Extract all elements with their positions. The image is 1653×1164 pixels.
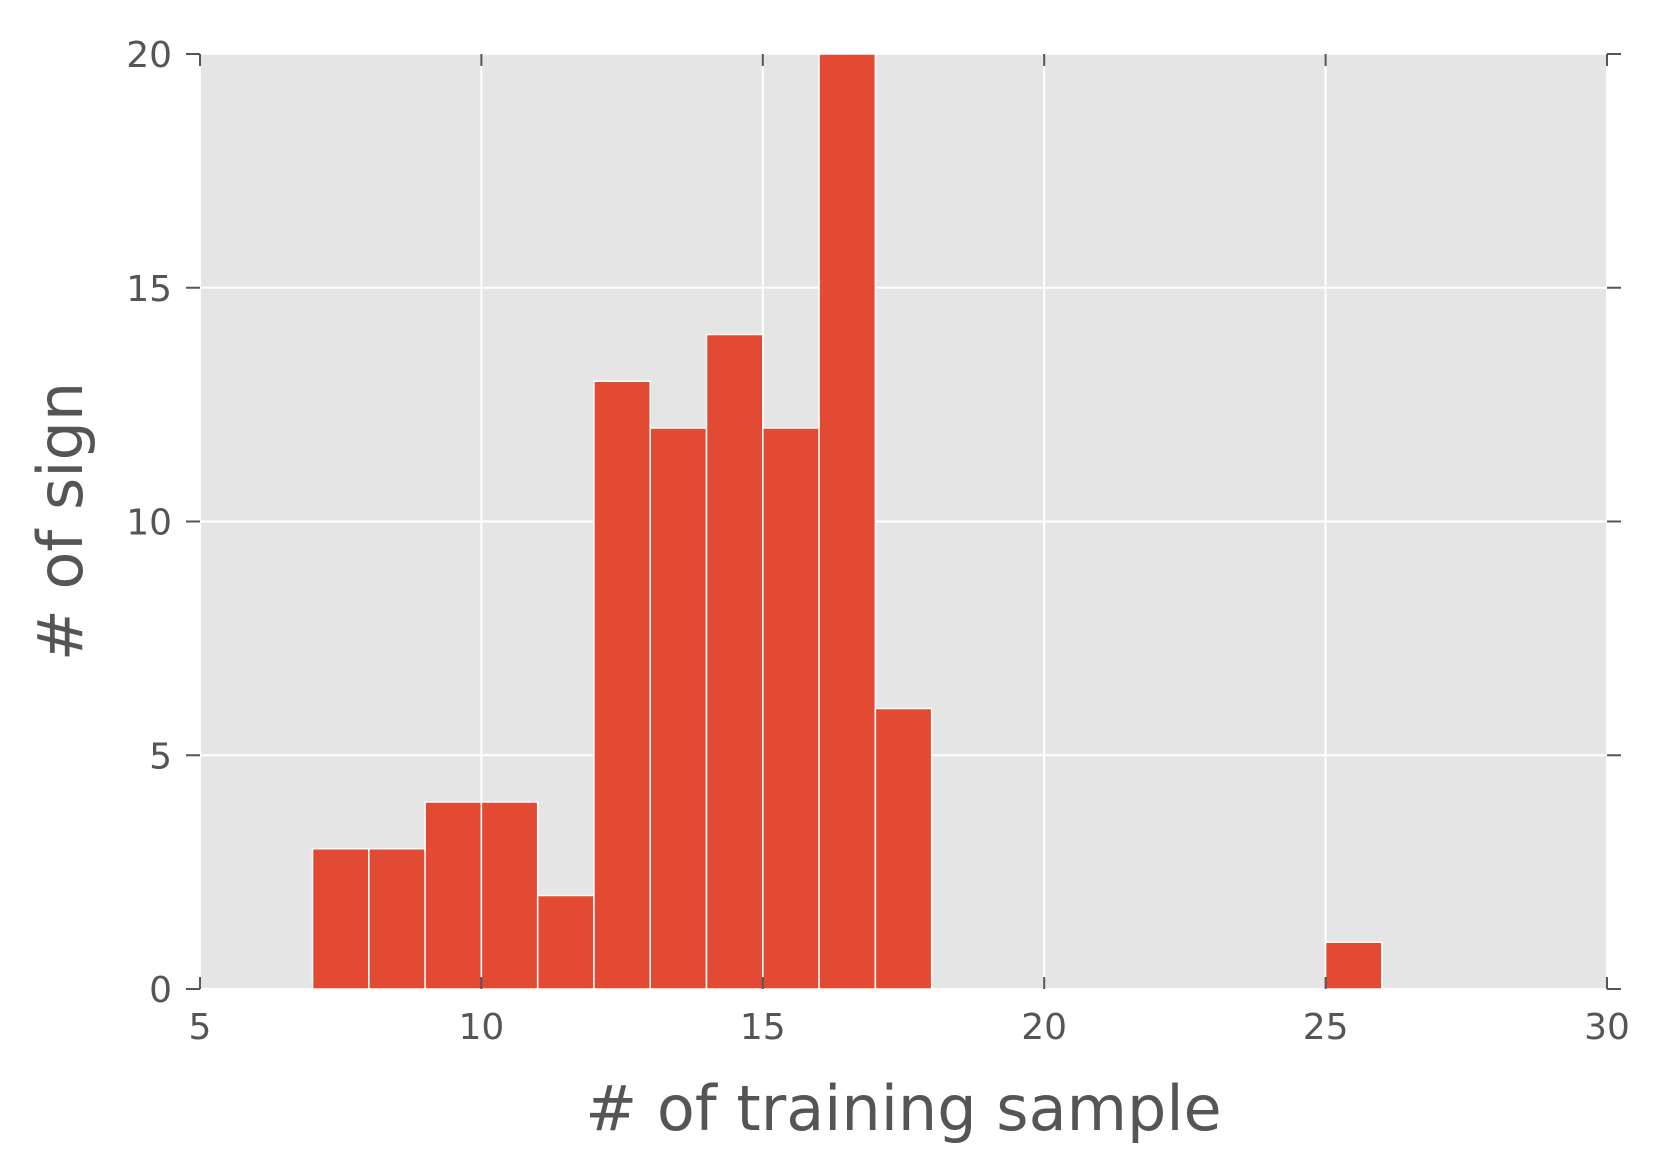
histogram-bar bbox=[649, 427, 708, 990]
histogram-bar bbox=[874, 707, 933, 990]
histogram-bar bbox=[536, 894, 595, 990]
bars bbox=[311, 53, 1383, 990]
x-tick-label: 20 bbox=[1021, 1007, 1067, 1048]
x-axis-title: # of training sample bbox=[585, 1072, 1221, 1145]
histogram-bar bbox=[818, 53, 877, 990]
histogram-bar bbox=[424, 801, 483, 990]
y-tick-labels: 0 5 10 15 20 bbox=[126, 35, 172, 1011]
y-tick-label: 15 bbox=[126, 269, 172, 310]
histogram-bar bbox=[1324, 941, 1383, 990]
x-tick-label: 25 bbox=[1303, 1007, 1349, 1048]
x-tick-label: 10 bbox=[458, 1007, 504, 1048]
x-tick-labels: 5 10 15 20 25 30 bbox=[189, 1007, 1630, 1048]
y-axis-title: # of sign bbox=[24, 382, 97, 661]
x-tick-label: 5 bbox=[189, 1007, 212, 1048]
histogram-bar bbox=[705, 333, 764, 990]
histogram-bar bbox=[762, 427, 820, 990]
axis-ticks bbox=[186, 53, 1621, 990]
y-tick-label: 10 bbox=[126, 503, 172, 544]
x-tick-label: 15 bbox=[740, 1007, 786, 1048]
y-tick-label: 5 bbox=[149, 736, 172, 777]
y-tick-label: 0 bbox=[149, 970, 172, 1011]
x-tick-label: 30 bbox=[1584, 1007, 1630, 1048]
histogram-bar bbox=[480, 801, 539, 990]
y-tick-label: 20 bbox=[126, 35, 172, 76]
histogram-bar bbox=[368, 848, 426, 990]
histogram-bar bbox=[593, 380, 651, 990]
histogram-bar bbox=[311, 848, 370, 990]
